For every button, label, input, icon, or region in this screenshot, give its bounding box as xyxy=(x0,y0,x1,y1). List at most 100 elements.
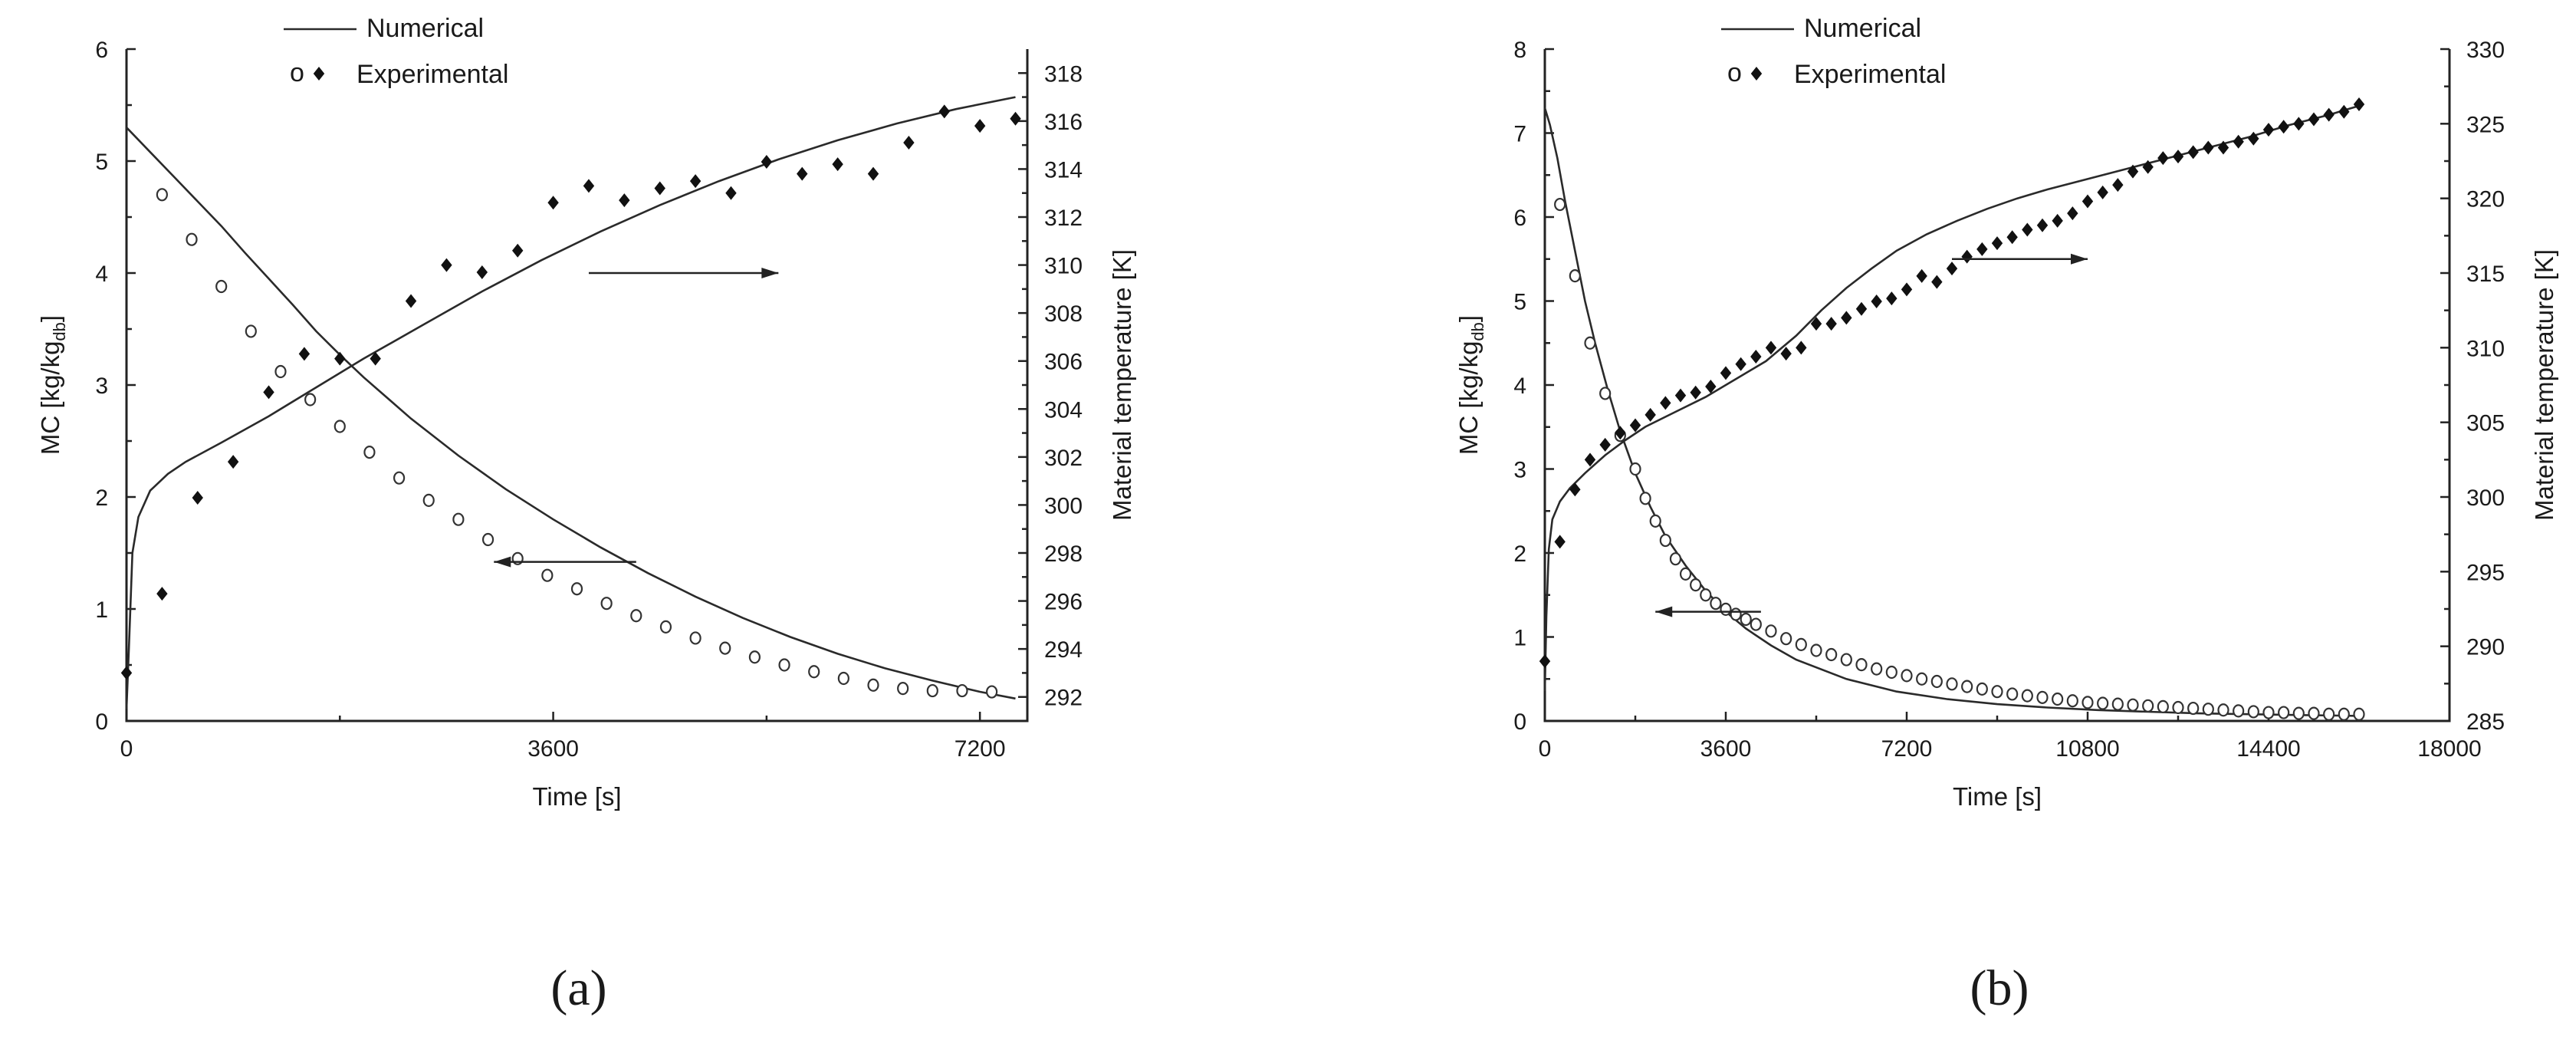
mc-experimental-point xyxy=(452,512,465,526)
mc-experimental-point xyxy=(600,597,613,611)
mc-experimental-point xyxy=(956,683,968,698)
temperature-experimental-point xyxy=(1584,453,1596,467)
y-right-tick-label: 314 xyxy=(1044,157,1083,183)
y-left-tick-label: 7 xyxy=(1513,122,1526,147)
y-right-tick-label: 330 xyxy=(2466,38,2505,63)
y-right-tick-label: 312 xyxy=(1044,206,1083,231)
panel-label: (a) xyxy=(550,960,606,1016)
y-left-tick-label: 3 xyxy=(95,374,108,399)
temperature-experimental-point xyxy=(2323,107,2334,122)
mc-experimental-point xyxy=(2066,694,2078,708)
y-right-tick-label: 310 xyxy=(2466,336,2505,361)
temperature-experimental-point xyxy=(2338,104,2350,119)
y-right-axis-title: Material temperature [K] xyxy=(1108,249,1136,521)
mc-experimental-point xyxy=(1669,552,1682,566)
temperature-experimental-point xyxy=(1615,426,1626,440)
temperature-experimental-point xyxy=(2006,230,2018,245)
temperature-experimental-point xyxy=(2308,112,2320,127)
temperature-experimental-point xyxy=(1644,407,1656,422)
mc-experimental-point xyxy=(1840,653,1852,666)
y-left-tick-label: 1 xyxy=(95,597,108,623)
mc-experimental-point xyxy=(2142,699,2154,713)
y-right-tick-label: 295 xyxy=(2466,560,2505,585)
temperature-experimental-point xyxy=(1841,311,1852,325)
temperature-experimental-point xyxy=(1886,291,1898,306)
mc-experimental-point xyxy=(1730,607,1742,621)
mc-experimental-point xyxy=(2278,706,2290,719)
mc-experimental-point xyxy=(2353,707,2365,721)
mc-experimental-point xyxy=(2097,696,2109,710)
mc-experimental-point xyxy=(1649,514,1661,528)
mc-experimental-point xyxy=(1599,387,1612,400)
x-tick-label: 10800 xyxy=(2055,736,2119,762)
y-left-axis-title: MC [kg/kgdb] xyxy=(1454,315,1487,455)
x-tick-label: 7200 xyxy=(1881,736,1933,762)
temperature-experimental-point xyxy=(2278,120,2289,134)
y-left-title-end: ] xyxy=(36,315,64,322)
mc-experimental-point xyxy=(215,279,228,294)
mc-experimental-point xyxy=(186,232,198,246)
y-right-tick-label: 318 xyxy=(1044,61,1083,87)
x-tick-label: 3600 xyxy=(527,736,579,762)
temperature-experimental-point xyxy=(2052,213,2063,228)
y-right-tick-label: 285 xyxy=(2466,709,2505,735)
temperature-experimental-point xyxy=(2187,145,2199,160)
y-left-tick-label: 4 xyxy=(95,262,108,287)
mc-experimental-point xyxy=(1871,662,1883,676)
mc-experimental-point xyxy=(2233,704,2245,718)
mc-experimental-point xyxy=(304,393,317,406)
temperature-experimental-point xyxy=(2082,194,2094,209)
temperature-experimental-point xyxy=(1569,482,1581,497)
y-left-tick-label: 5 xyxy=(95,150,108,175)
y-left-tick-label: 0 xyxy=(1513,709,1526,735)
x-axis-title: Time [s] xyxy=(532,782,621,811)
temperature-experimental-point xyxy=(2067,206,2078,221)
y-left-tick-label: 8 xyxy=(1513,38,1526,63)
temperature-experimental-point xyxy=(2157,151,2169,166)
legend-open-marker: o xyxy=(290,58,304,87)
y-right-tick-label: 292 xyxy=(1044,686,1083,711)
temperature-experimental-point xyxy=(1901,282,1913,297)
temperature-experimental-point xyxy=(583,179,595,193)
mc-experimental-point xyxy=(1740,612,1752,627)
mc-experimental-point xyxy=(1991,685,2003,699)
temperature-experimental-point xyxy=(1946,262,1958,276)
y-right-tick-label: 300 xyxy=(1044,493,1083,518)
series-line-temperature xyxy=(125,96,1016,709)
mc-experimental-point xyxy=(2111,697,2124,711)
temperature-experimental-point xyxy=(2112,178,2124,193)
y-left-title-main: MC [kg/kg xyxy=(1454,341,1483,456)
temperature-experimental-point xyxy=(1735,357,1746,371)
temperature-experimental-point xyxy=(2142,160,2154,174)
mc-experimental-point xyxy=(1946,677,1958,691)
mc-experimental-point xyxy=(2052,692,2064,706)
temperature-experimental-point xyxy=(2233,134,2244,149)
mc-experimental-point xyxy=(1825,647,1838,662)
mc-experimental-point xyxy=(2292,706,2305,720)
temperature-experimental-point xyxy=(1599,437,1611,452)
panel-label: (b) xyxy=(1970,960,2029,1016)
y-left-title-end: ] xyxy=(1454,315,1483,322)
panel-a-chart: 0 3600 7200 0 1 2 3 4 5 6 292 294 296 298 300 302 304 306… xyxy=(36,14,1136,1016)
temperature-experimental-point xyxy=(405,294,417,308)
panel-b-chart: 0 3600 7200 10800 14400 18000 0 1 2 3 4 5 6 7 8 285 290 2… xyxy=(1454,14,2558,1016)
arrow-head xyxy=(1655,606,1673,617)
temperature-experimental-point xyxy=(1539,654,1551,669)
temperature-experimental-point xyxy=(2262,123,2275,137)
legend-open-marker: o xyxy=(1727,58,1742,87)
mc-experimental-point xyxy=(2082,696,2094,709)
y-right-tick-label: 294 xyxy=(1044,637,1083,663)
y-left-tick-label: 2 xyxy=(1513,541,1526,567)
x-tick-label: 18000 xyxy=(2417,736,2481,762)
temperature-experimental-point xyxy=(511,243,524,258)
mc-experimental-point xyxy=(1720,602,1732,616)
mc-experimental-point xyxy=(1750,617,1762,631)
y-right-tick-label: 304 xyxy=(1044,397,1083,423)
temperature-experimental-point xyxy=(1796,341,1807,355)
temperature-experimental-point xyxy=(1810,317,1822,331)
temperature-experimental-point xyxy=(654,181,665,196)
x-tick-label: 3600 xyxy=(1700,736,1752,762)
y-right-tick-label: 296 xyxy=(1044,590,1083,615)
mc-experimental-point xyxy=(2247,705,2259,719)
